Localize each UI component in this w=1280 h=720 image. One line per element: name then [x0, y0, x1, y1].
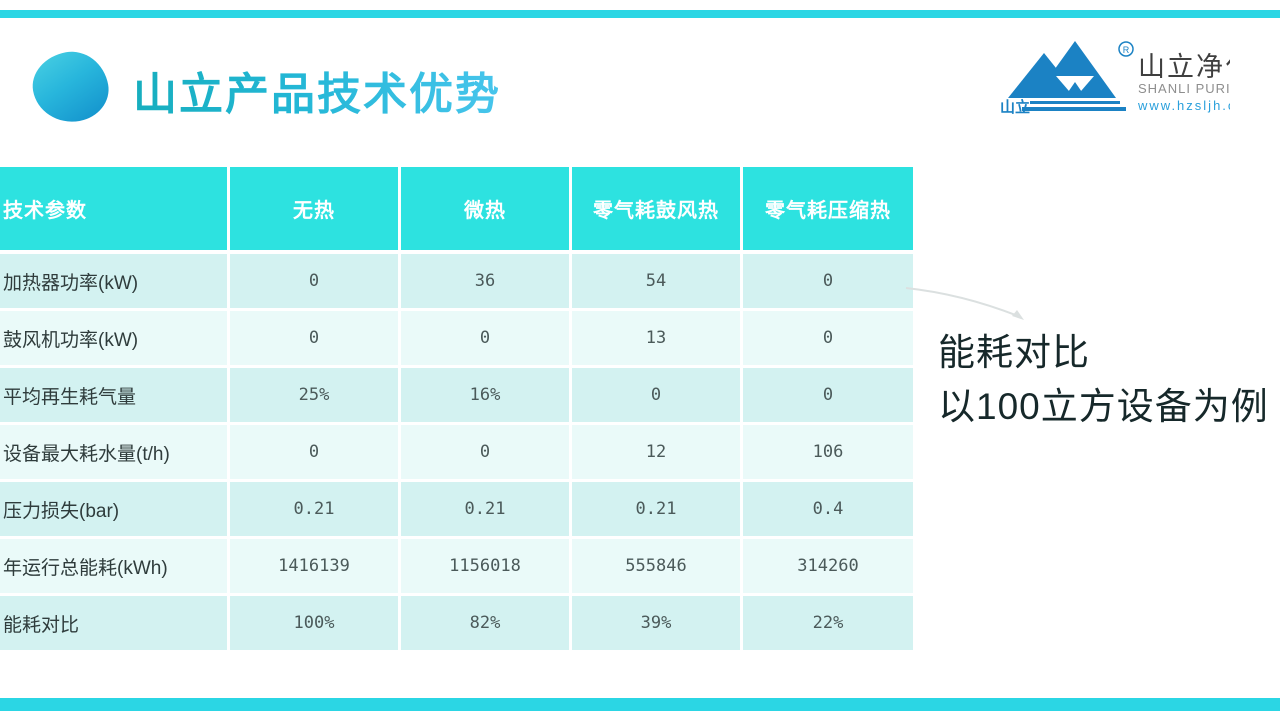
cell-value: 0.4	[743, 482, 913, 536]
logo-company-name-en: SHANLI PURIFY	[1138, 81, 1230, 96]
top-accent-bar	[0, 10, 1280, 18]
cell-value: 1156018	[401, 539, 569, 593]
cell-value: 54	[572, 254, 740, 308]
row-label: 能耗对比	[0, 596, 227, 650]
cell-value: 82%	[401, 596, 569, 650]
logo-mountain-icon	[1008, 41, 1126, 111]
row-label: 平均再生耗气量	[0, 368, 227, 422]
table-header-row: 技术参数 无热 微热 零气耗鼓风热 零气耗压缩热	[0, 167, 913, 250]
table-row: 鼓风机功率(kW) 0 0 13 0	[0, 311, 913, 365]
cell-value: 39%	[572, 596, 740, 650]
company-logo: R 山立 山立净化 SHANLI PURIFY www.hzsljh.com	[1000, 41, 1230, 116]
cell-value: 0	[230, 425, 398, 479]
cell-value: 0	[230, 254, 398, 308]
cell-value: 555846	[572, 539, 740, 593]
table-row: 能耗对比 100% 82% 39% 22%	[0, 596, 913, 650]
cell-value: 0	[401, 311, 569, 365]
row-label: 年运行总能耗(kWh)	[0, 539, 227, 593]
table-row: 加热器功率(kW) 0 36 54 0	[0, 254, 913, 308]
page-title: 山立产品技术优势	[133, 58, 501, 122]
header-cell-param: 技术参数	[0, 167, 227, 250]
row-label: 设备最大耗水量(t/h)	[0, 425, 227, 479]
cell-value: 314260	[743, 539, 913, 593]
blob-decoration	[27, 46, 114, 128]
cell-value: 12	[572, 425, 740, 479]
table-row: 设备最大耗水量(t/h) 0 0 12 106	[0, 425, 913, 479]
logo-website: www.hzsljh.com	[1137, 98, 1230, 113]
header-cell-compression: 零气耗压缩热	[743, 167, 913, 250]
annotation-text: 能耗对比 以100立方设备为例	[938, 326, 1269, 434]
comparison-table: 技术参数 无热 微热 零气耗鼓风热 零气耗压缩热 加热器功率(kW) 0 36 …	[0, 167, 913, 650]
header-cell-heatless: 无热	[230, 167, 398, 250]
cell-value: 0.21	[401, 482, 569, 536]
cell-value: 106	[743, 425, 913, 479]
logo-company-name: 山立净化	[1138, 52, 1230, 82]
cell-value: 1416139	[230, 539, 398, 593]
cell-value: 0	[401, 425, 569, 479]
cell-value: 13	[572, 311, 740, 365]
logo-mark-text: 山立	[1000, 98, 1030, 116]
cell-value: 0	[743, 254, 913, 308]
annotation-line2: 以100立方设备为例	[938, 386, 1269, 427]
cell-value: 100%	[230, 596, 398, 650]
cell-value: 0.21	[572, 482, 740, 536]
row-label: 加热器功率(kW)	[0, 254, 227, 308]
cell-value: 0	[743, 311, 913, 365]
row-label: 鼓风机功率(kW)	[0, 311, 227, 365]
logo-registered-circle	[1118, 41, 1134, 57]
header-cell-microheat: 微热	[401, 167, 569, 250]
cell-value: 0	[743, 368, 913, 422]
annotation-line1: 能耗对比	[938, 332, 1090, 373]
bottom-accent-bar	[0, 698, 1280, 711]
logo-registered-mark: R	[1123, 45, 1130, 55]
row-label: 压力损失(bar)	[0, 482, 227, 536]
cell-value: 36	[401, 254, 569, 308]
cell-value: 0	[572, 368, 740, 422]
cell-value: 22%	[743, 596, 913, 650]
table-row: 平均再生耗气量 25% 16% 0 0	[0, 368, 913, 422]
annotation-arrow-icon	[905, 287, 1024, 320]
cell-value: 0.21	[230, 482, 398, 536]
header-cell-blower: 零气耗鼓风热	[572, 167, 740, 250]
cell-value: 16%	[401, 368, 569, 422]
cell-value: 0	[230, 311, 398, 365]
table-row: 压力损失(bar) 0.21 0.21 0.21 0.4	[0, 482, 913, 536]
cell-value: 25%	[230, 368, 398, 422]
table-row: 年运行总能耗(kWh) 1416139 1156018 555846 31426…	[0, 539, 913, 593]
table-body: 加热器功率(kW) 0 36 54 0 鼓风机功率(kW) 0 0 13 0 平…	[0, 254, 913, 650]
